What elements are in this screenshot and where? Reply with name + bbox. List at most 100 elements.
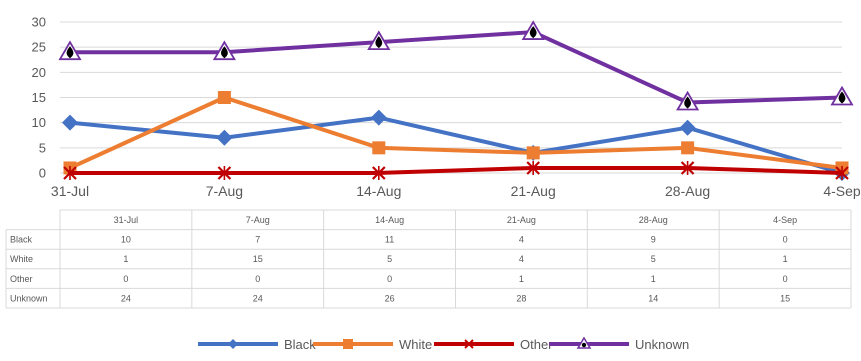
data-point [681, 141, 695, 155]
table-header-cell: 14-Aug [375, 215, 404, 225]
marker-fill [221, 46, 228, 59]
series-unknown [58, 20, 854, 111]
data-point [217, 166, 232, 180]
table-row-label: Other [10, 274, 33, 284]
x-tick-label: 7-Aug [206, 183, 243, 199]
table-cell: 1 [519, 274, 524, 284]
series-other [63, 160, 849, 180]
data-point [372, 141, 386, 155]
series-line [68, 95, 844, 170]
legend-label: Other [520, 337, 553, 352]
data-point [830, 85, 854, 106]
y-tick-label: 25 [32, 40, 46, 55]
marker-fill [66, 46, 74, 59]
data-point [217, 91, 231, 104]
legend-item-unknown: Unknown [549, 336, 689, 352]
data-point [62, 114, 78, 131]
table-header-cell: 28-Aug [639, 215, 668, 225]
marker-fill [838, 91, 846, 104]
data-point [372, 166, 386, 180]
legend-label: White [399, 337, 432, 352]
data-point [63, 166, 77, 180]
series-line [68, 165, 844, 175]
y-tick-label: 5 [39, 140, 46, 155]
table-cell: 26 [385, 293, 395, 303]
table-cell: 4 [519, 254, 524, 264]
x-tick-label: 31-Jul [51, 183, 89, 199]
y-tick-label: 10 [32, 115, 46, 130]
x-tick-label: 14-Aug [356, 183, 401, 199]
table-cell: 9 [651, 235, 656, 245]
table-cell: 11 [385, 235, 394, 245]
y-tick-label: 0 [39, 166, 46, 181]
series-lines [58, 20, 854, 181]
data-point [58, 40, 82, 61]
legend: Black White Other Unknown [198, 336, 689, 352]
y-axis: 0 5 10 15 20 25 30 [32, 15, 46, 181]
table-cell: 28 [516, 293, 526, 303]
marker-fill [529, 26, 537, 39]
x-tick-label: 21-Aug [511, 183, 556, 199]
table-cell: 10 [121, 235, 131, 245]
table-header-cell: 21-Aug [507, 215, 536, 225]
data-point [679, 119, 696, 136]
table-cell: 14 [648, 293, 658, 303]
table-cell: 4 [519, 235, 524, 245]
series-white [63, 91, 849, 175]
data-point [835, 166, 849, 180]
legend-label: Black [284, 337, 316, 352]
table-row-label: Unknown [10, 293, 48, 303]
table-cell: 0 [387, 274, 392, 284]
legend-marker [464, 339, 474, 349]
table-cell: 5 [387, 254, 392, 264]
legend-item-white: White [313, 337, 432, 352]
table-header-cell: 4-Sep [773, 215, 797, 225]
table-cell: 7 [255, 235, 260, 245]
data-point [680, 160, 695, 175]
series-line [68, 115, 844, 175]
legend-marker-fill [581, 342, 587, 348]
x-tick-label: 4-Sep [823, 183, 861, 199]
legend-marker [343, 339, 353, 349]
table-cell: 0 [255, 274, 260, 284]
table-cell: 1 [783, 254, 788, 264]
table-header-cell: 7-Aug [246, 215, 270, 225]
table-cell: 0 [123, 274, 128, 284]
y-tick-label: 15 [32, 90, 46, 105]
table-cell: 0 [783, 235, 788, 245]
data-point [521, 20, 545, 40]
table-cell: 24 [121, 293, 131, 303]
legend-item-other: Other [434, 337, 553, 352]
table-header-cell: 31-Jul [114, 215, 139, 225]
data-point [367, 30, 391, 51]
x-tick-label: 28-Aug [665, 183, 710, 199]
series-line [68, 30, 844, 105]
x-axis: 31-Jul 7-Aug 14-Aug 21-Aug 28-Aug 4-Sep [51, 183, 861, 199]
data-point [216, 129, 233, 146]
table-cell: 15 [780, 293, 790, 303]
table-cell: 1 [651, 274, 656, 284]
data-point [370, 109, 387, 126]
marker-fill [684, 96, 691, 109]
y-tick-label: 30 [32, 15, 46, 30]
data-table: 31-Jul 7-Aug 14-Aug 21-Aug 28-Aug 4-Sep Black 1… [5, 209, 852, 309]
table-row-label: Black [10, 235, 33, 245]
legend-marker [228, 339, 238, 349]
marker-fill [375, 36, 383, 49]
data-point [212, 40, 236, 61]
table-cell: 24 [253, 293, 263, 303]
data-point [526, 146, 540, 160]
legend-label: Unknown [635, 337, 689, 352]
data-point [526, 160, 540, 175]
gridlines [60, 21, 842, 174]
y-tick-label: 20 [32, 65, 46, 80]
table-cell: 1 [123, 254, 128, 264]
legend-item-black: Black [198, 337, 316, 352]
table-cell: 5 [651, 254, 656, 264]
table-cell: 0 [783, 274, 788, 284]
table-cell: 15 [253, 254, 263, 264]
data-point [676, 90, 700, 111]
table-row-label: White [10, 254, 33, 264]
